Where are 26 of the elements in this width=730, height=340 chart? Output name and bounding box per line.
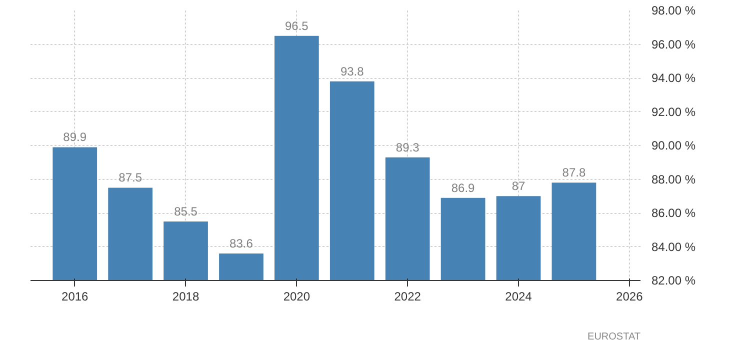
x-tick-label: 2024 — [505, 290, 532, 304]
data-label: 89.3 — [396, 140, 420, 154]
x-tick-label: 2026 — [616, 290, 644, 304]
y-tick-label: 88.00 % — [652, 172, 696, 186]
data-label: 86.9 — [451, 180, 476, 195]
y-tick-label: 96.00 % — [652, 37, 696, 52]
x-tick-label: 2016 — [62, 290, 89, 304]
text: EUROSTAT — [588, 332, 641, 340]
y-tick-label: 86.00 % — [652, 206, 696, 220]
data-label: 83.6 — [230, 236, 254, 250]
data-label: 85.5 — [174, 204, 198, 218]
y-tick-label: 82.00 % — [652, 274, 696, 288]
y-tick-label: 90.00 % — [652, 138, 696, 152]
data-label: 87.8 — [562, 166, 586, 180]
y-tick-label: 94.00 % — [652, 71, 696, 85]
x-tick-label: 2020 — [283, 290, 310, 304]
data-label: 87 — [512, 179, 526, 194]
y-tick-label: 92.00 % — [652, 104, 696, 119]
x-tick-label: 2022 — [394, 290, 422, 304]
y-tick-label: 98.00 % — [652, 4, 696, 18]
data-label: 93.8 — [340, 64, 364, 78]
data-label: 87.5 — [118, 170, 142, 185]
x-tick-label: 2018 — [172, 290, 200, 304]
y-tick-label: 84.00 % — [652, 240, 696, 254]
data-label: 96.5 — [285, 18, 309, 33]
data-label: 89.9 — [63, 130, 87, 144]
